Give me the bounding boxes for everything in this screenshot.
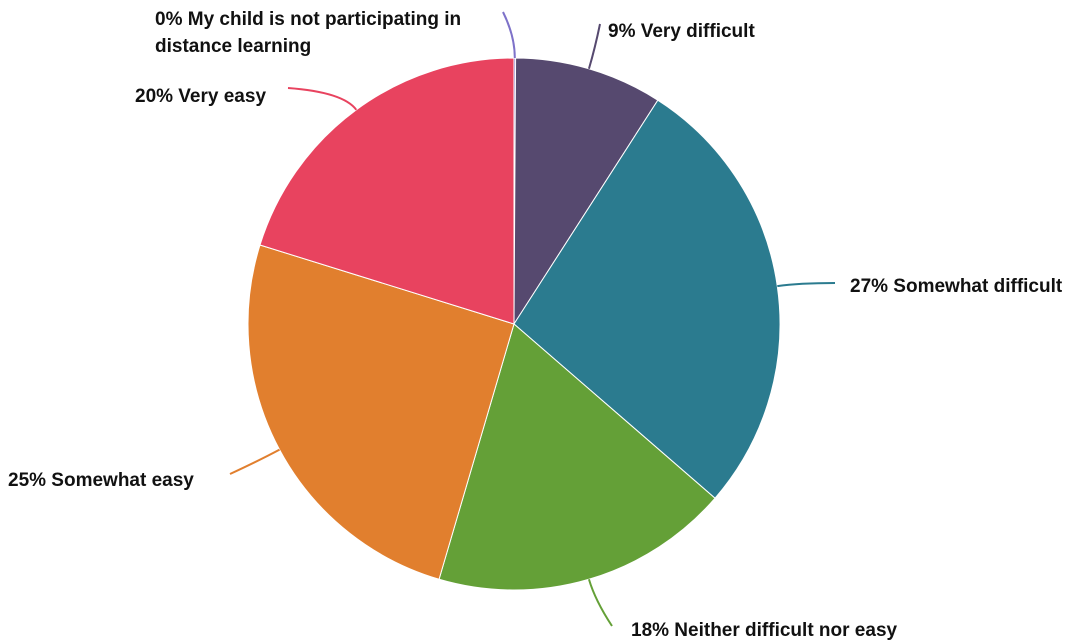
slice-very-easy	[259, 57, 515, 325]
leader-lines	[229, 11, 836, 627]
label-somewhat-easy: 25% Somewhat easy	[8, 470, 194, 491]
slice-not-participating	[513, 57, 517, 325]
slice-somewhat-easy	[247, 244, 515, 580]
slice-very-difficult	[513, 57, 659, 326]
slice-somewhat-difficult	[513, 99, 781, 499]
label-very-easy: 20% Very easy	[135, 86, 266, 107]
label-neither: 18% Neither difficult nor easy	[631, 620, 898, 641]
slice-neither	[438, 323, 716, 591]
label-not-participating-line1: 0% My child is not participating in	[155, 9, 461, 30]
leader-not-participating	[502, 11, 516, 59]
label-very-difficult: 9% Very difficult	[608, 21, 755, 42]
pie-slices	[247, 57, 781, 591]
leader-very-difficult	[587, 23, 601, 70]
label-somewhat-difficult: 27% Somewhat difficult	[850, 276, 1063, 297]
leader-very-easy	[287, 87, 358, 111]
leader-neither	[587, 578, 613, 627]
leader-somewhat-easy	[229, 448, 281, 475]
label-not-participating-line2: distance learning	[155, 36, 311, 57]
leader-somewhat-difficult	[777, 282, 836, 288]
